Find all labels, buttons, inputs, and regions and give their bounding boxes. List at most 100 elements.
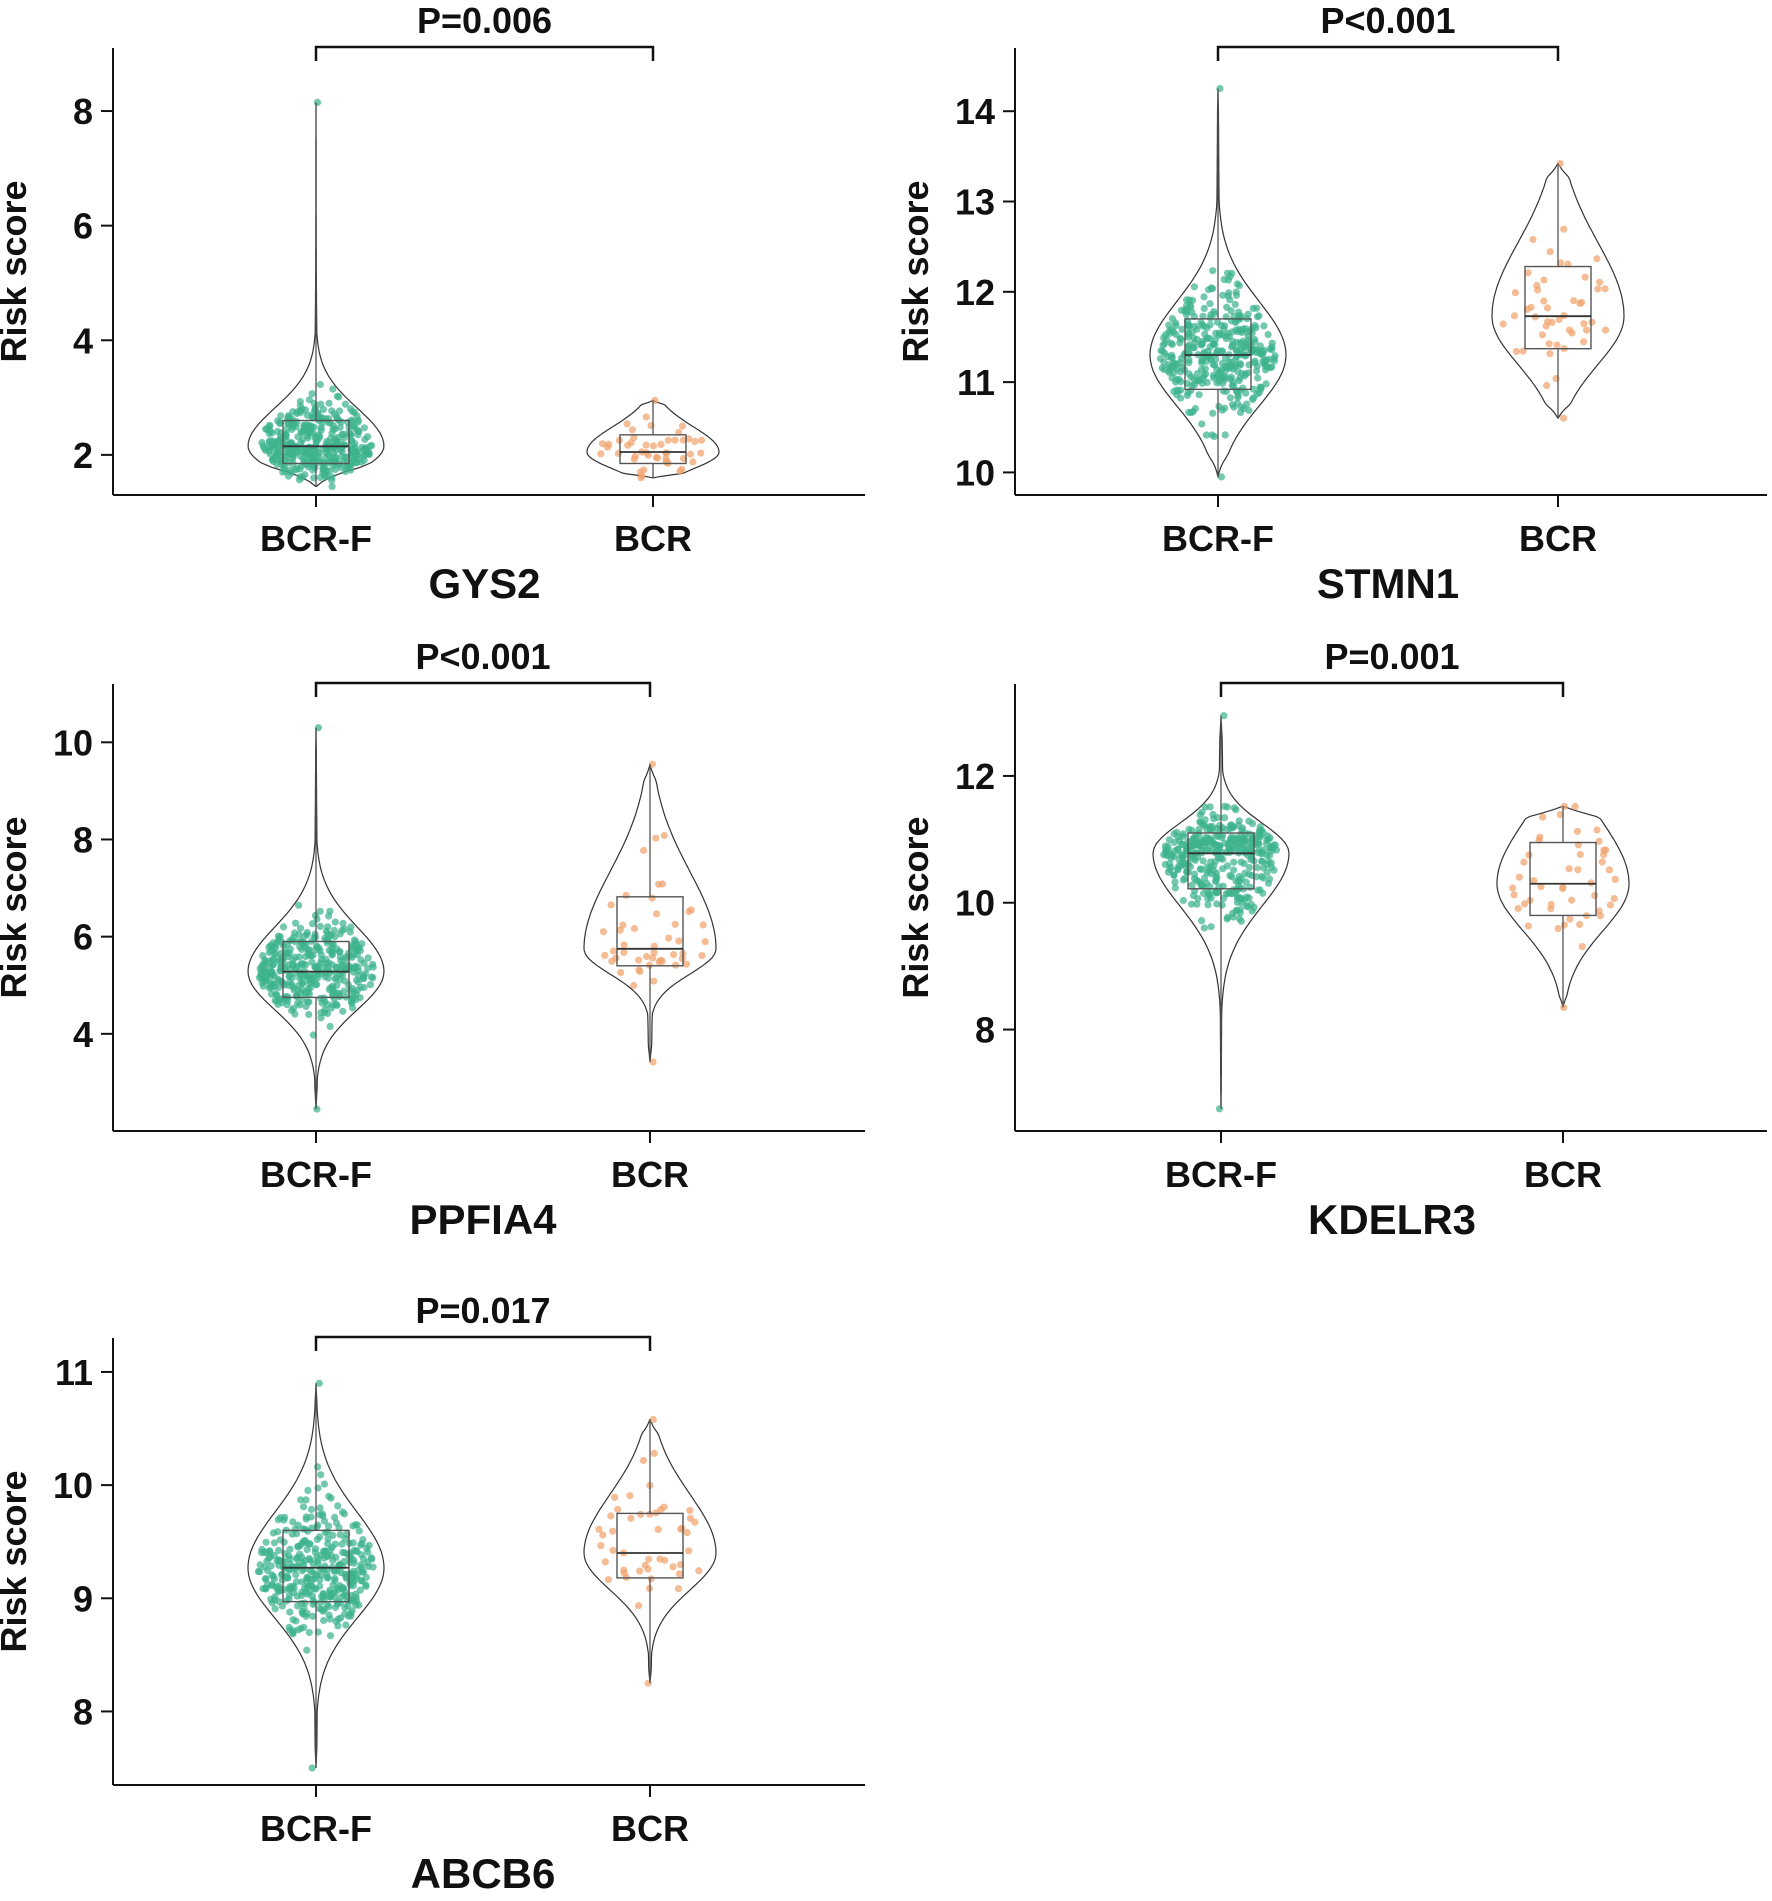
data-point [1521,900,1529,908]
data-point [329,985,337,993]
data-point [289,1565,297,1573]
data-point [1171,884,1179,892]
data-point [624,441,632,449]
data-point [1596,278,1604,286]
data-point [1160,358,1168,366]
data-point [1207,858,1215,866]
data-point [1204,834,1212,842]
data-point [1248,848,1256,856]
data-point [364,1548,372,1556]
data-point [305,1010,313,1019]
data-point [1232,387,1240,395]
data-point [1560,225,1568,233]
data-point [1238,328,1246,336]
data-point [1177,862,1185,870]
data-point [1542,322,1550,330]
data-point [334,1586,342,1594]
data-point [622,891,630,899]
data-point [315,1379,323,1387]
box-bcr [619,434,687,465]
data-point [640,846,648,855]
data-point [1171,878,1179,886]
data-point [1245,406,1253,415]
data-point [1163,852,1171,860]
data-point [1236,877,1244,885]
data-point [300,971,308,979]
data-point [305,1628,313,1637]
data-point [1556,811,1564,819]
data-point [316,473,324,482]
data-point [325,1611,333,1619]
data-point [609,947,618,955]
data-point [308,920,317,928]
data-point [283,1572,291,1581]
data-point [1233,898,1241,907]
data-point [1253,304,1261,312]
data-point [331,918,339,926]
y-axis-label: Risk score [895,816,936,998]
data-point [601,1558,609,1566]
data-point [328,1590,336,1598]
data-point [1209,371,1217,379]
data-point [358,1540,366,1548]
data-point [258,962,266,970]
data-point [1223,303,1231,311]
data-point [353,458,361,466]
data-point [303,931,311,939]
data-point [303,1646,311,1654]
data-point [347,1612,355,1620]
data-point [348,1004,357,1012]
data-point [1524,269,1532,277]
data-point [299,1503,308,1511]
data-point [642,441,650,449]
data-point [279,923,288,931]
data-point [296,1001,304,1009]
data-point [701,938,709,946]
data-point [614,1505,622,1513]
data-point [1554,925,1562,933]
data-point [1170,852,1178,860]
data-point [268,968,276,976]
box-bcr-f [282,419,350,465]
data-point [1268,346,1276,354]
data-point [1215,377,1223,385]
data-point [337,957,345,965]
data-point [335,990,343,998]
data-point [348,436,356,445]
data-point [654,1525,662,1533]
data-point [317,1571,325,1579]
data-point [310,1570,319,1578]
data-point [1217,473,1225,481]
data-point [1520,858,1528,866]
data-point [334,1502,342,1510]
data-point [265,447,273,455]
data-point [321,969,329,977]
data-point [297,439,305,447]
data-point [318,999,326,1007]
data-point [314,1557,322,1565]
data-point [1210,308,1218,316]
data-point [282,457,290,465]
data-point [291,969,300,977]
data-point [631,452,639,460]
data-point [1251,321,1259,330]
box-bcr-f [282,940,350,999]
data-point [1167,354,1175,362]
data-point [318,956,326,964]
data-point [636,1567,644,1575]
p-value-label: P<0.001 [415,636,550,677]
data-point [349,1522,357,1530]
data-point [1555,315,1563,324]
data-point [295,476,304,484]
data-point [1171,847,1179,855]
data-point [329,385,337,393]
data-point [256,1568,264,1576]
data-point [1181,307,1189,315]
data-point [289,455,297,463]
data-point [302,1496,310,1504]
data-point [1233,280,1241,288]
data-point [274,1516,282,1524]
data-point [349,1567,357,1575]
data-point [300,939,308,947]
data-point [1165,327,1174,335]
